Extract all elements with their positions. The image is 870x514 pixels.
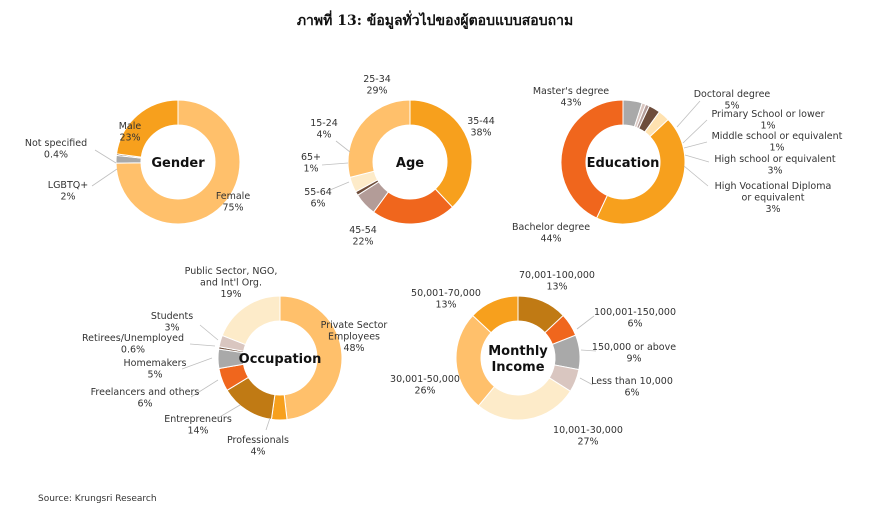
occupation-leader-line: [190, 379, 219, 398]
education-center-label: Education: [587, 156, 660, 171]
monthly-income-leader-line: [579, 377, 594, 386]
monthly-income-label-70-001-100-000: 70,001-100,000 13%: [519, 270, 595, 293]
monthly-income-label-150-000-or-above: 150,000 or above 9%: [592, 342, 676, 365]
age-leader-line: [335, 140, 351, 153]
gender-leader-line: [91, 168, 118, 187]
monthly-income-label-30-001-50-000: 30,001-50,000 26%: [390, 374, 460, 397]
gender-label-male: Male 23%: [119, 121, 142, 144]
age-slice-25-34: [347, 99, 411, 179]
monthly-income-leader-line: [580, 349, 597, 352]
education-slice-master-s-degree: [560, 99, 624, 219]
education-leader-line: [684, 154, 710, 163]
occupation-label-retirees-unemployed: Retirees/Unemployed 0.6%: [82, 333, 184, 356]
monthly-income-label-less-than-10-000: Less than 10,000 6%: [591, 376, 673, 399]
occupation-leader-line: [199, 324, 219, 341]
occupation-label-homemakers: Homemakers 5%: [124, 358, 187, 381]
gender-label-not-specified: Not specified 0.4%: [25, 138, 87, 161]
monthly-income-label-100-001-150-000: 100,001-150,000 6%: [594, 307, 676, 330]
age-slice-35-44: [409, 99, 473, 208]
occupation-label-students: Students 3%: [151, 311, 193, 334]
age-leader-line: [329, 181, 350, 191]
monthly-income-label-10-001-30-000: 10,001-30,000 27%: [553, 425, 623, 448]
gender-donut: Gender Female 75% LGBTQ+ 2% Not specified 0.4%…: [25, 99, 251, 225]
education-label-bachelor-degree: Bachelor degree 44%: [512, 222, 590, 245]
occupation-slice-private-sector-employees: [279, 295, 343, 421]
age-label-65: 65+ 1%: [301, 152, 321, 175]
occupation-slice-public-sector-ngo-and-int-l-org: [221, 295, 281, 346]
monthly-income-center-label: Monthly: [488, 344, 548, 359]
occupation-label-freelancers-and-others: Freelancers and others 6%: [91, 387, 200, 410]
education-label-high-vocational-diploma-or-equivalent: High Vocational Diploma or equivalent 3%: [715, 181, 832, 215]
education-donut: Education Doctoral degree 5%Primary School…: [512, 86, 843, 245]
occupation-leader-line: [217, 404, 241, 419]
occupation-label-professionals: Professionals 4%: [227, 435, 289, 458]
age-label-55-64: 55-64 6%: [304, 187, 332, 210]
education-label-master-s-degree: Master's degree 43%: [533, 86, 609, 109]
monthly-income-leader-line: [576, 315, 595, 330]
gender-slice-male: [115, 99, 179, 158]
gender-slice-female: [115, 99, 241, 225]
gender-label-female: Female 75%: [216, 191, 251, 214]
age-label-25-34: 25-34 29%: [363, 74, 391, 97]
education-leader-line: [676, 100, 701, 128]
education-label-primary-school-or-lower: Primary School or lower 1%: [712, 109, 825, 132]
figure-title: ภาพที่ 13: ข้อมูลทั่วไปของผู้ตอบแบบสอบถา…: [296, 13, 574, 29]
education-slice-bachelor-degree: [595, 118, 686, 225]
age-label-15-24: 15-24 4%: [310, 118, 338, 141]
occupation-label-private-sector-employees: Private Sector Employees 48%: [321, 320, 388, 354]
monthly-income-slice-50-001-70-000: [472, 295, 519, 334]
occupation-label-entrepreneurs: Entrepreneurs 14%: [164, 414, 232, 437]
occupation-leader-line: [265, 417, 271, 431]
gender-center-label: Gender: [151, 156, 205, 171]
monthly-income-label-50-001-70-000: 50,001-70,000 13%: [411, 288, 481, 311]
occupation-leader-line: [181, 357, 213, 370]
education-label-middle-school-or-equivalent: Middle school or equivalent 1%: [712, 131, 843, 154]
age-leader-line: [321, 162, 349, 166]
source-note: Source: Krungsri Research: [38, 494, 157, 504]
occupation-center-label: Occupation: [239, 352, 322, 367]
occupation-label-public-sector-ngo-and-int-l-org: Public Sector, NGO, and Int'l Org. 19%: [185, 266, 278, 300]
age-label-35-44: 35-44 38%: [467, 116, 495, 139]
education-label-high-school-or-equivalent: High school or equivalent 3%: [714, 154, 836, 177]
gender-leader-line: [94, 149, 117, 164]
age-center-label: Age: [396, 156, 424, 171]
education-leader-line: [682, 119, 708, 144]
monthly-income-center-label: Income: [491, 360, 544, 375]
education-label-doctoral-degree: Doctoral degree 5%: [694, 89, 771, 112]
education-leader-line: [683, 141, 708, 149]
age-label-45-54: 45-54 22%: [349, 225, 377, 248]
gender-label-lgbtq: LGBTQ+ 2%: [48, 180, 88, 203]
age-donut: Age 35-44 38% 45-54 22% 55-64 6% 65+ 1% 15-24 4% 25…: [301, 74, 495, 248]
occupation-leader-line: [189, 343, 216, 347]
education-leader-line: [683, 165, 709, 187]
